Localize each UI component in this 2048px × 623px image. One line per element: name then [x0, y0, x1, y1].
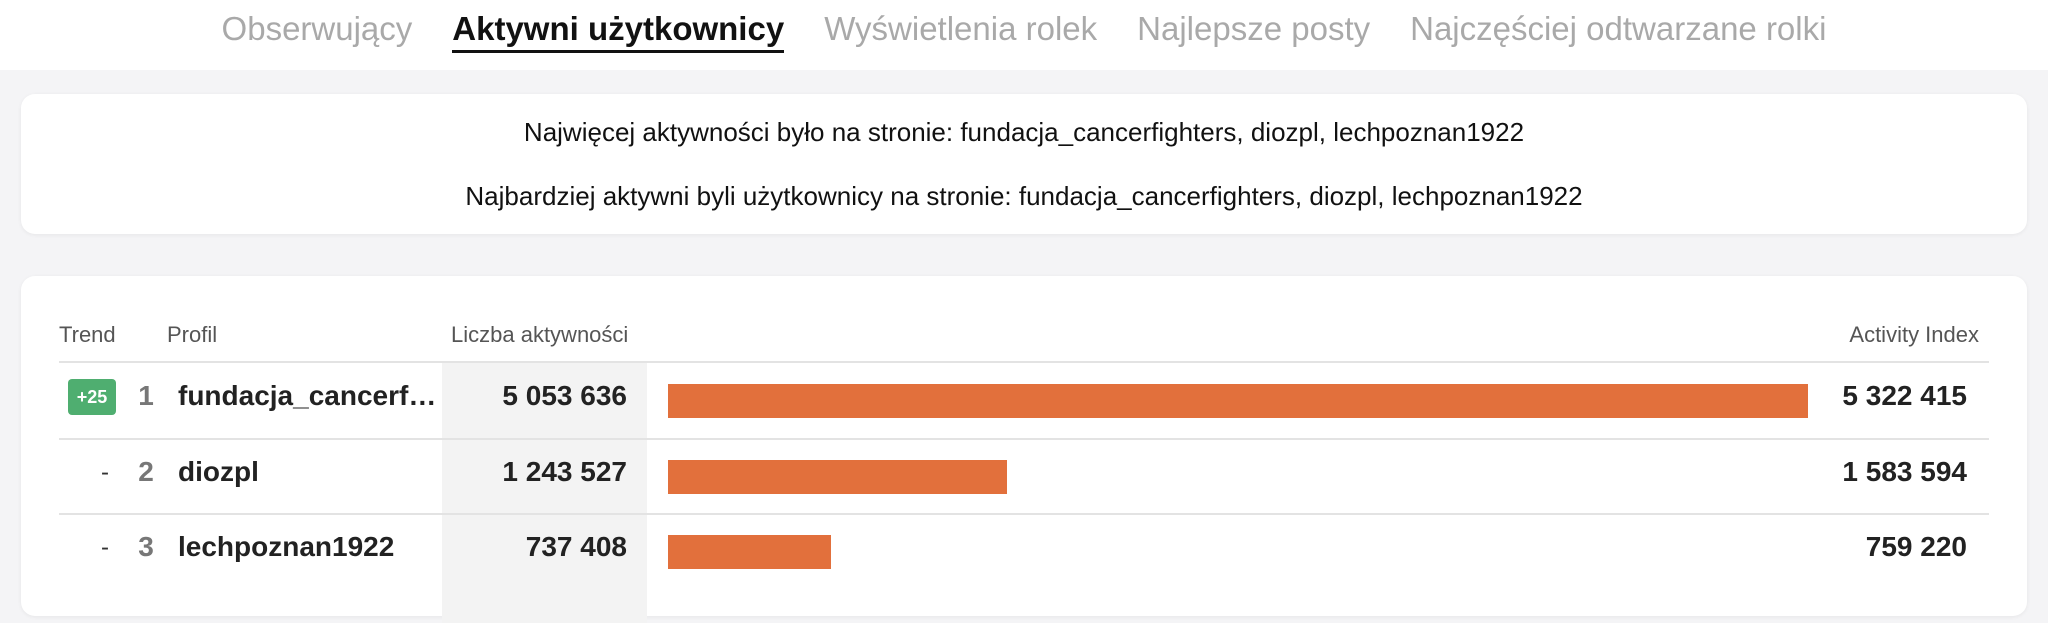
- profile-name[interactable]: diozpl: [178, 456, 259, 487]
- header-profile[interactable]: Profil: [167, 322, 218, 347]
- activity-index: 1 583 594: [1842, 456, 1967, 487]
- tab-wyswietlenia-rolek[interactable]: Wyświetlenia rolek: [824, 10, 1098, 47]
- header-trend[interactable]: Trend: [59, 322, 116, 347]
- count-column-background: [442, 363, 647, 623]
- trend-badge: +25: [68, 379, 116, 415]
- activity-count: 5 053 636: [502, 380, 627, 411]
- header-divider: [59, 361, 1989, 363]
- tab-bar: Obserwujący Aktywni użytkownicy Wyświetl…: [0, 0, 2048, 70]
- activity-bar: [668, 384, 1808, 418]
- tab-obserwujacy[interactable]: Obserwujący: [221, 10, 413, 47]
- profile-name[interactable]: lechpoznan1922: [178, 531, 395, 562]
- tab-najczesciej-odtwarzane-rolki[interactable]: Najczęściej odtwarzane rolki: [1410, 10, 1827, 47]
- profile-name[interactable]: fundacja_cancerfighters: [178, 380, 443, 411]
- bar-track: [668, 535, 1808, 569]
- row-divider: [59, 438, 1989, 440]
- rank: 1: [138, 380, 154, 411]
- activity-count: 737 408: [525, 531, 627, 562]
- rank: 2: [138, 456, 154, 487]
- trend-dash: -: [101, 459, 109, 486]
- rank: 3: [138, 531, 154, 562]
- row-divider: [59, 513, 1989, 515]
- table-row[interactable]: - 2 diozpl 1 243 527 1 583 594: [21, 439, 2027, 514]
- activity-bar: [668, 460, 1008, 494]
- table-row[interactable]: - 3 lechpoznan1922 737 408 759 220: [21, 514, 2027, 589]
- bar-track: [668, 460, 1808, 494]
- tab-najlepsze-posty[interactable]: Najlepsze posty: [1137, 10, 1371, 47]
- summary-most-activity: Najwięcej aktywności było na stronie: fu…: [523, 117, 1525, 147]
- header-activity-index[interactable]: Activity Index: [1849, 322, 1979, 347]
- table-row[interactable]: +25 1 fundacja_cancerfighters 5 053 636 …: [21, 363, 2027, 438]
- header-count[interactable]: Liczba aktywności: [451, 322, 629, 347]
- summary-most-active-users: Najbardziej aktywni byli użytkownicy na …: [465, 181, 1583, 211]
- tab-aktywni-uzytkownicy[interactable]: Aktywni użytkownicy: [452, 10, 785, 53]
- bar-track: [668, 384, 1808, 418]
- summary-card: Najwięcej aktywności było na stronie: fu…: [21, 94, 2027, 234]
- activity-bar: [668, 535, 831, 569]
- activity-index: 759 220: [1865, 531, 1967, 562]
- activity-count: 1 243 527: [502, 456, 627, 487]
- trend-dash: -: [101, 534, 109, 561]
- activity-index: 5 322 415: [1842, 380, 1967, 411]
- activity-table: Trend Profil Liczba aktywności Activity …: [21, 276, 2027, 623]
